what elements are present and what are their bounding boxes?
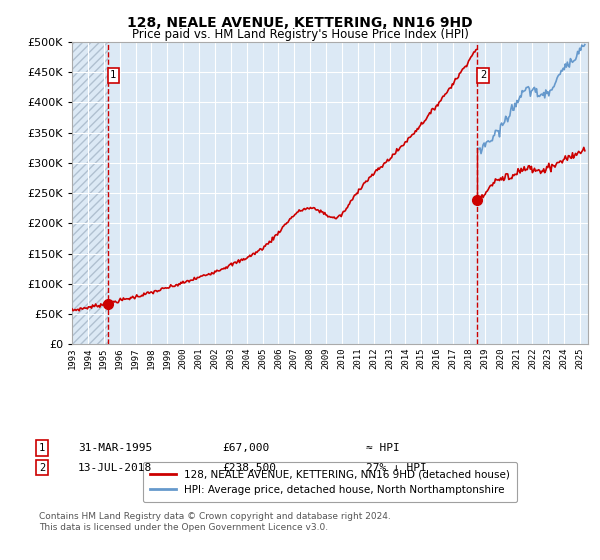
Text: 1: 1 (110, 70, 116, 80)
Text: £67,000: £67,000 (222, 443, 269, 453)
Text: 27% ↓ HPI: 27% ↓ HPI (366, 463, 427, 473)
Bar (72, 42, 108, 344)
Text: Price paid vs. HM Land Registry's House Price Index (HPI): Price paid vs. HM Land Registry's House … (131, 28, 469, 41)
Text: 2: 2 (39, 463, 45, 473)
Text: £238,500: £238,500 (222, 463, 276, 473)
Text: 31-MAR-1995: 31-MAR-1995 (78, 443, 152, 453)
Bar (72, 42, 108, 344)
Legend: 128, NEALE AVENUE, KETTERING, NN16 9HD (detached house), HPI: Average price, det: 128, NEALE AVENUE, KETTERING, NN16 9HD (… (143, 462, 517, 502)
Text: 128, NEALE AVENUE, KETTERING, NN16 9HD: 128, NEALE AVENUE, KETTERING, NN16 9HD (127, 16, 473, 30)
Text: 13-JUL-2018: 13-JUL-2018 (78, 463, 152, 473)
Text: 1: 1 (39, 443, 45, 453)
Text: ≈ HPI: ≈ HPI (366, 443, 400, 453)
Text: Contains HM Land Registry data © Crown copyright and database right 2024.
This d: Contains HM Land Registry data © Crown c… (39, 512, 391, 532)
Text: 2: 2 (480, 70, 486, 80)
